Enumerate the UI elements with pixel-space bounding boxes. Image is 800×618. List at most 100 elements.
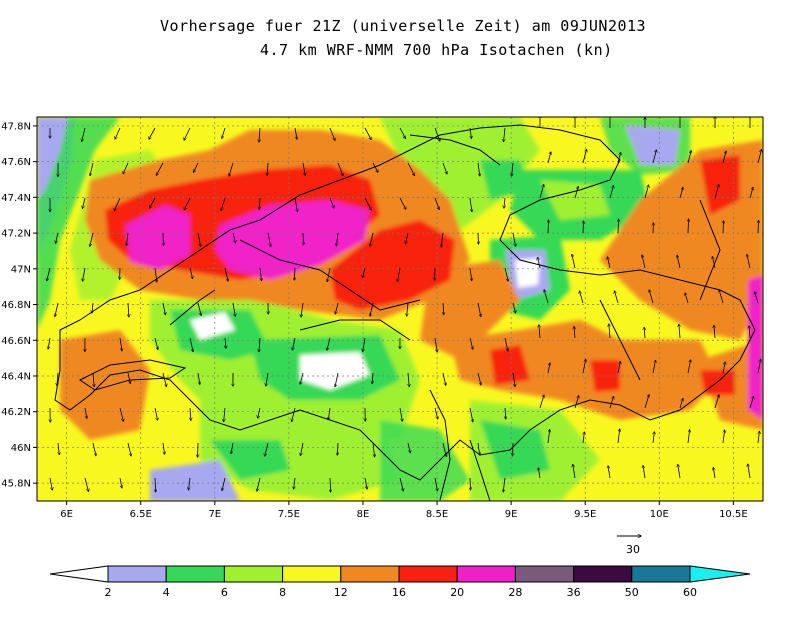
lat-tick-label: 47.4N bbox=[1, 193, 31, 204]
lat-tick-label: 46.8N bbox=[1, 300, 31, 311]
wind-arrow bbox=[539, 325, 540, 339]
colorbar-label: 6 bbox=[221, 586, 228, 599]
wind-arrow bbox=[512, 372, 515, 387]
wind-arrow bbox=[126, 232, 129, 245]
wind-arrow bbox=[574, 187, 578, 199]
wind-arrow bbox=[222, 477, 226, 490]
wind-arrow bbox=[335, 372, 339, 387]
colorbar-label: 12 bbox=[334, 586, 348, 599]
wind-arrow bbox=[644, 327, 645, 339]
wind-arrow bbox=[372, 372, 373, 384]
longitude-labels: 6E 6.5E 7E 7.5E 8E 8.5E 9E 9.5E 10E 10.5E bbox=[60, 509, 747, 520]
wind-arrow bbox=[512, 162, 513, 176]
wind-arrow bbox=[221, 197, 226, 211]
wind-arrow bbox=[652, 360, 656, 374]
wind-vectors bbox=[47, 117, 762, 492]
colorbar-box bbox=[514, 565, 575, 583]
wind-arrow bbox=[162, 372, 166, 387]
reference-vector-label: 30 bbox=[626, 543, 640, 556]
wind-arrow bbox=[512, 302, 516, 313]
field-magenta-west bbox=[125, 205, 190, 270]
wind-arrow bbox=[687, 430, 690, 444]
colorbar-label: 4 bbox=[163, 586, 170, 599]
wind-arrow bbox=[548, 220, 549, 234]
wind-arrow bbox=[547, 430, 550, 444]
field-orange-south-east bbox=[450, 320, 720, 420]
wind-arrow bbox=[364, 197, 371, 210]
wind-arrow bbox=[154, 267, 157, 282]
wind-arrow bbox=[469, 267, 472, 281]
lat-tick-label: 45.8N bbox=[1, 479, 31, 490]
wind-arrow bbox=[758, 220, 759, 234]
wind-arrow bbox=[114, 197, 121, 211]
colorbar-box bbox=[165, 565, 225, 583]
wind-arrow bbox=[90, 162, 94, 176]
wind-arrow bbox=[224, 407, 225, 422]
field-orange-west bbox=[60, 330, 150, 440]
wind-arrow bbox=[58, 442, 59, 455]
wind-arrow bbox=[469, 337, 473, 349]
field-red-central bbox=[330, 220, 455, 310]
wind-arrow bbox=[579, 291, 584, 304]
wind-arrow bbox=[653, 432, 654, 444]
field-lavender-corner bbox=[37, 117, 68, 200]
wind-arrow bbox=[608, 466, 611, 479]
wind-arrow bbox=[55, 302, 59, 316]
lat-tick-label: 46.4N bbox=[1, 371, 31, 382]
wind-arrow bbox=[434, 477, 437, 491]
wind-arrow bbox=[119, 337, 122, 351]
colorbar-label: 2 bbox=[105, 586, 112, 599]
border-inner-1 bbox=[699, 199, 721, 301]
wind-arrow bbox=[364, 477, 367, 489]
wind-arrow bbox=[294, 267, 295, 280]
wind-arrow bbox=[538, 257, 541, 269]
wind-arrow bbox=[190, 407, 191, 420]
wind-speed-field bbox=[37, 117, 763, 501]
wind-arrow bbox=[259, 127, 260, 142]
wind-arrow bbox=[49, 477, 52, 490]
wind-arrow bbox=[189, 267, 193, 279]
wind-arrow bbox=[222, 127, 226, 138]
colorbar-labels: 2 4 6 8 12 16 20 28 36 50 60 bbox=[105, 586, 698, 599]
lat-tick-label: 47N bbox=[11, 264, 31, 275]
wind-arrow bbox=[407, 442, 410, 453]
wind-arrow bbox=[123, 162, 129, 174]
wind-arrow bbox=[399, 127, 405, 138]
wind-arrow bbox=[92, 442, 96, 456]
wind-arrow bbox=[225, 337, 226, 348]
wind-arrow bbox=[583, 221, 584, 234]
wind-arrow bbox=[265, 442, 269, 456]
wind-arrow bbox=[477, 372, 481, 385]
wind-arrow bbox=[407, 302, 408, 316]
wind-arrow bbox=[197, 302, 201, 315]
lon-tick-label: 10.5E bbox=[719, 509, 748, 520]
wind-arrow bbox=[259, 337, 260, 352]
wind-arrow bbox=[127, 442, 131, 456]
wind-arrow bbox=[574, 327, 575, 339]
wind-arrow bbox=[644, 395, 649, 409]
wind-arrow bbox=[617, 153, 621, 164]
colorbar-label: 16 bbox=[392, 586, 406, 599]
wind-arrow bbox=[504, 197, 505, 208]
wind-arrow bbox=[260, 267, 261, 281]
wind-arrow bbox=[259, 197, 260, 209]
wind-arrow bbox=[292, 407, 296, 422]
wind-arrow bbox=[609, 324, 610, 339]
wind-arrow bbox=[547, 363, 550, 374]
wind-arrow bbox=[193, 162, 199, 172]
colorbar-box bbox=[398, 565, 458, 583]
wind-arrow bbox=[82, 197, 86, 208]
wind-arrow bbox=[713, 468, 716, 479]
wind-arrow bbox=[405, 232, 409, 244]
wind-arrow bbox=[757, 150, 761, 164]
lat-tick-label: 47.8N bbox=[1, 121, 31, 132]
wind-arrow bbox=[748, 464, 751, 479]
wind-arrow bbox=[712, 257, 716, 269]
colorbar-box bbox=[340, 565, 400, 583]
wind-arrow bbox=[504, 267, 508, 281]
wind-arrow bbox=[758, 431, 759, 444]
wind-arrow bbox=[399, 407, 402, 421]
wind-arrow bbox=[442, 442, 446, 456]
colorbar-box bbox=[107, 565, 167, 583]
lake-geneva bbox=[79, 359, 187, 391]
